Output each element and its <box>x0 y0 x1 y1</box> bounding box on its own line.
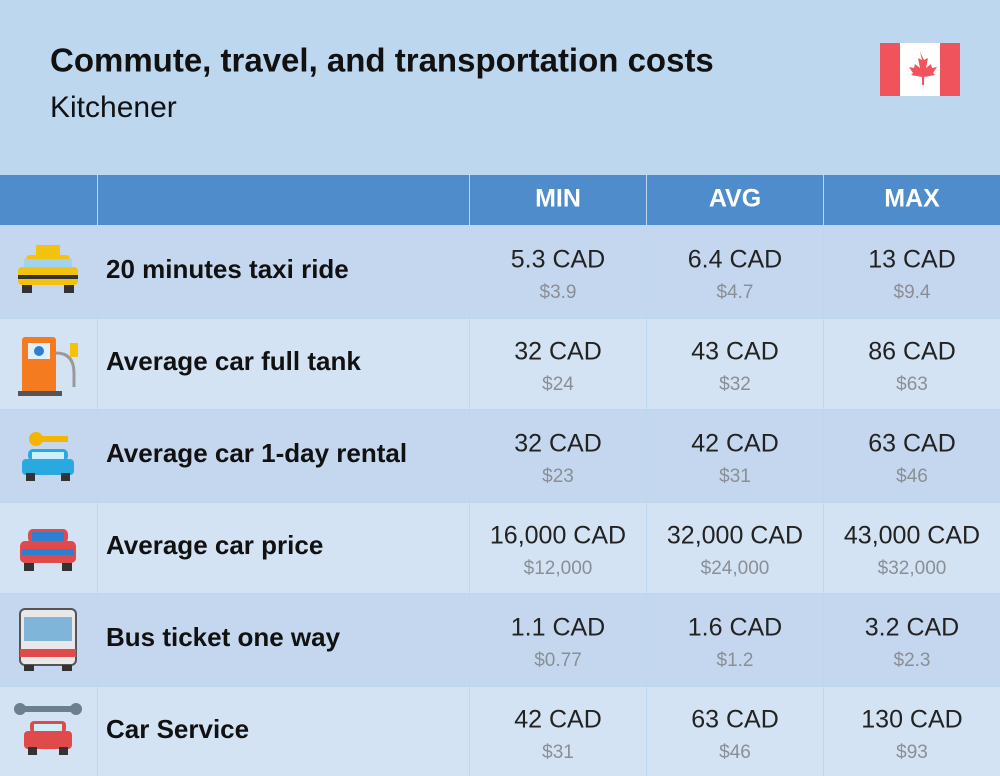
service-icon <box>14 703 82 755</box>
fuel-icon <box>18 337 78 396</box>
row-cell <box>470 595 646 685</box>
row-label: Average car full tank <box>106 346 361 376</box>
bus-icon <box>19 608 77 671</box>
row-cell <box>824 595 1000 685</box>
row-cell <box>98 595 469 685</box>
local-price: 1.6 CAD <box>688 614 782 642</box>
local-price: 43,000 CAD <box>844 522 980 550</box>
subtitle: Kitchener <box>50 91 177 124</box>
row-cell <box>98 687 469 776</box>
table: MIN AVG MAX 20 minutes taxi ride 5.3 CAD $3.9… <box>0 175 1000 776</box>
flag <box>880 43 960 96</box>
header-cell <box>824 175 1000 225</box>
row-cell <box>647 319 823 409</box>
local-price: 13 CAD <box>868 246 956 274</box>
local-price: 32 CAD <box>514 430 602 458</box>
local-price: 6.4 CAD <box>688 246 782 274</box>
row-cell <box>470 319 646 409</box>
row-cell <box>470 687 646 776</box>
title: Commute, travel, and transportation cost… <box>50 42 714 79</box>
row-cell <box>647 687 823 776</box>
usd-price: $1.2 <box>717 650 754 671</box>
column-header: AVG <box>709 185 761 213</box>
icons <box>14 245 82 755</box>
local-price: 42 CAD <box>691 430 779 458</box>
usd-price: $63 <box>896 374 928 395</box>
row-cell <box>470 227 646 317</box>
car-icon <box>20 529 76 571</box>
usd-price: $32 <box>719 374 751 395</box>
row-label: Bus ticket one way <box>106 622 341 652</box>
local-price: 5.3 CAD <box>511 246 605 274</box>
local-price: 3.2 CAD <box>865 614 959 642</box>
local-price: 32 CAD <box>514 338 602 366</box>
local-price: 16,000 CAD <box>490 522 626 550</box>
local-price: 32,000 CAD <box>667 522 803 550</box>
row-cell <box>647 411 823 501</box>
row-cell <box>824 227 1000 317</box>
local-price: 63 CAD <box>868 430 956 458</box>
row-cell <box>98 319 469 409</box>
row-cell <box>824 687 1000 776</box>
row-cell <box>98 411 469 501</box>
row-label: Car Service <box>106 714 249 744</box>
usd-price: $23 <box>542 466 574 487</box>
row-label: Average car 1-day rental <box>106 438 407 468</box>
rental-icon <box>22 432 74 481</box>
row-cell <box>470 503 646 593</box>
row-cell <box>647 595 823 685</box>
usd-price: $93 <box>896 742 928 763</box>
header-cell <box>98 175 469 225</box>
usd-price: $32,000 <box>878 558 947 579</box>
local-price: 42 CAD <box>514 706 602 734</box>
usd-price: $9.4 <box>894 282 931 303</box>
header-cell <box>647 175 823 225</box>
column-header: MIN <box>535 185 581 213</box>
local-price: 86 CAD <box>868 338 956 366</box>
row-label: Average car price <box>106 530 323 560</box>
header-cell <box>470 175 646 225</box>
usd-price: $3.9 <box>540 282 577 303</box>
row-cell <box>824 411 1000 501</box>
usd-price: $46 <box>719 742 751 763</box>
row-cell <box>470 411 646 501</box>
row-cell <box>98 503 469 593</box>
row-cell <box>824 503 1000 593</box>
row-cell <box>647 227 823 317</box>
local-price: 43 CAD <box>691 338 779 366</box>
taxi-icon <box>18 245 78 293</box>
usd-price: $12,000 <box>524 558 593 579</box>
local-price: 63 CAD <box>691 706 779 734</box>
header-cell <box>0 175 97 225</box>
usd-price: $2.3 <box>894 650 931 671</box>
usd-price: $31 <box>542 742 574 763</box>
local-price: 130 CAD <box>861 706 962 734</box>
usd-price: $0.77 <box>534 650 582 671</box>
usd-price: $46 <box>896 466 928 487</box>
row-cell <box>647 503 823 593</box>
row-label: 20 minutes taxi ride <box>106 254 349 284</box>
usd-price: $24,000 <box>701 558 770 579</box>
column-header: MAX <box>884 185 940 213</box>
row-cell <box>824 319 1000 409</box>
local-price: 1.1 CAD <box>511 614 605 642</box>
usd-price: $31 <box>719 466 751 487</box>
usd-price: $24 <box>542 374 574 395</box>
row-cell <box>98 227 469 317</box>
usd-price: $4.7 <box>717 282 754 303</box>
